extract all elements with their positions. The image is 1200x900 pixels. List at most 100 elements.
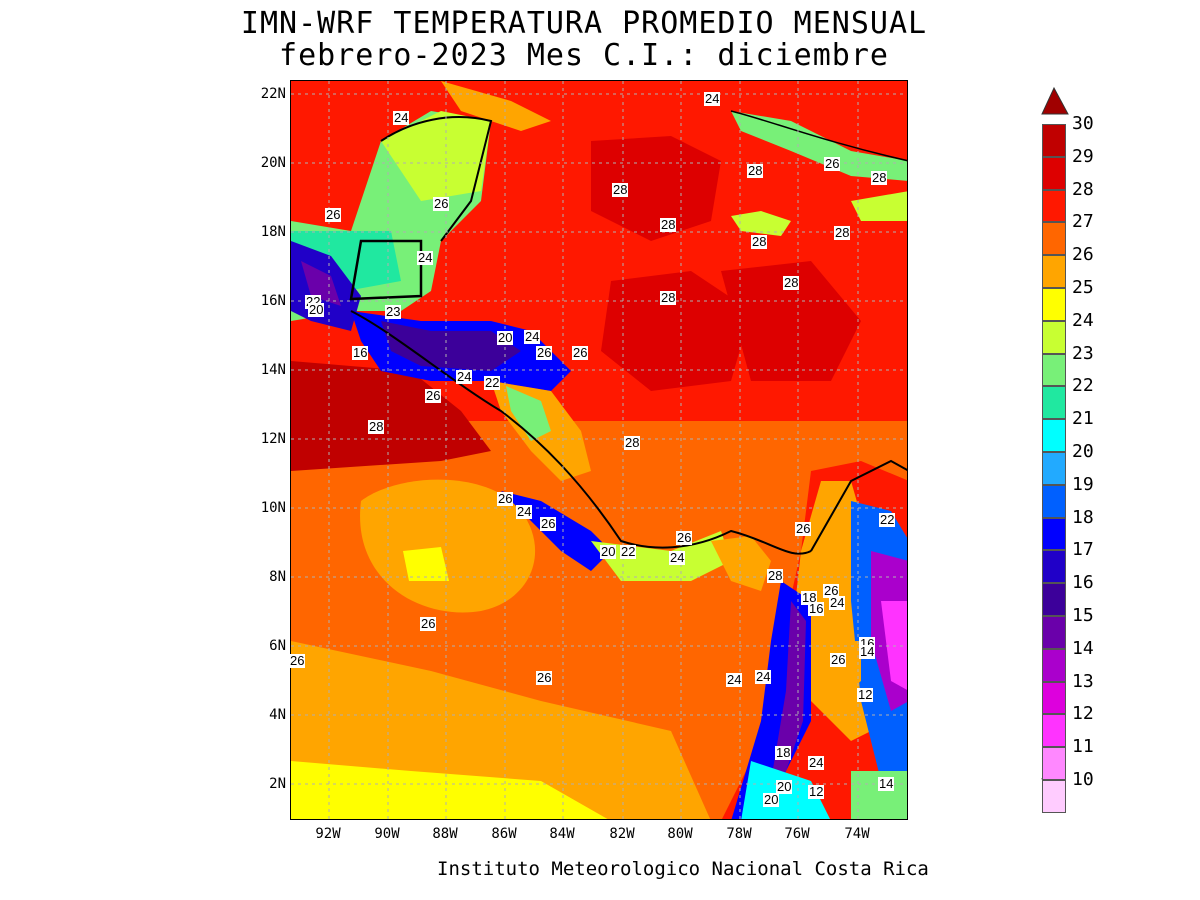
contour-label: 16: [352, 345, 369, 360]
lon-label: 82W: [609, 826, 635, 842]
contour-label: 26: [572, 345, 589, 360]
lat-label: 6N: [269, 638, 286, 654]
lon-label: 76W: [784, 826, 810, 842]
legend-color-box: [1042, 255, 1066, 288]
contour-label: 24: [704, 91, 721, 106]
contour-label: 12: [857, 687, 874, 702]
map-subtitle: febrero-2023 Mes C.I.: diciembre: [279, 38, 889, 73]
contour-label: 24: [393, 110, 410, 125]
legend-color-box: [1042, 386, 1066, 420]
contour-label: 20: [308, 302, 325, 317]
institution-credit: Instituto Meteorologico Nacional Costa R…: [437, 858, 929, 880]
contour-label: 26: [325, 207, 342, 222]
temperature-map: [290, 80, 908, 820]
contour-label: 24: [516, 504, 533, 519]
contour-label: 24: [726, 672, 743, 687]
legend-level-label: 29: [1072, 145, 1094, 167]
contour-label: 22: [484, 375, 501, 390]
contour-label: 28: [368, 419, 385, 434]
contour-label: 14: [859, 644, 876, 659]
contour-label: 22: [879, 512, 896, 527]
legend-level-label: 20: [1072, 441, 1094, 462]
lon-label: 86W: [491, 826, 517, 842]
legend-color-box: [1042, 288, 1066, 321]
contour-label: 24: [417, 250, 434, 265]
contour-label: 18: [801, 590, 818, 605]
contour-label: 28: [834, 225, 851, 240]
lat-label: 10N: [260, 500, 286, 516]
lon-label: 92W: [315, 826, 341, 842]
legend-level-label: 23: [1072, 342, 1094, 364]
legend-level-label: 18: [1072, 506, 1094, 528]
lat-label: 14N: [260, 362, 286, 378]
lat-label: 8N: [269, 569, 286, 585]
contour-label: 14: [878, 776, 895, 791]
contour-label: 24: [829, 595, 846, 610]
legend-color-box: [1042, 550, 1066, 584]
legend-color-box: [1042, 189, 1066, 223]
lat-label: 18N: [260, 224, 286, 240]
legend-level-label: 30: [1072, 113, 1094, 134]
contour-label: 24: [524, 329, 541, 344]
legend-color-box: [1042, 616, 1066, 649]
contour-label: 26: [824, 156, 841, 171]
legend-level-label: 15: [1072, 605, 1094, 626]
contour-label: 20: [763, 792, 780, 807]
contour-label: 26: [830, 652, 847, 667]
contour-label: 18: [775, 745, 792, 760]
legend-level-label: 10: [1072, 769, 1094, 790]
legend-arrow-top: [1041, 86, 1069, 115]
lat-label: 22N: [260, 86, 286, 102]
contour-label: 26: [497, 491, 514, 506]
contour-label: 26: [823, 583, 840, 598]
lon-label: 84W: [549, 826, 575, 842]
legend-color-box: [1042, 747, 1066, 780]
contour-label: 28: [783, 275, 800, 290]
contour-label: 22: [620, 544, 637, 559]
contour-label: 28: [747, 163, 764, 178]
contour-label: 28: [767, 568, 784, 583]
legend-level-label: 28: [1072, 178, 1094, 200]
legend-color-box: [1042, 648, 1066, 682]
contour-label: 26: [536, 670, 553, 685]
legend-level-label: 25: [1072, 277, 1094, 298]
lat-label: 20N: [260, 155, 286, 171]
contour-label: 24: [456, 369, 473, 384]
legend-color-box: [1042, 124, 1066, 157]
contour-label: 20: [600, 544, 617, 559]
contour-label: 28: [660, 290, 677, 305]
legend-color-box: [1042, 517, 1066, 551]
contour-label: 26: [433, 196, 450, 211]
legend-color-box: [1042, 780, 1066, 813]
lat-label: 4N: [269, 707, 286, 723]
legend-level-label: 26: [1072, 244, 1094, 266]
contour-label: 28: [612, 182, 629, 197]
contour-label: 28: [751, 234, 768, 249]
legend-color-box: [1042, 583, 1066, 616]
contour-label: 24: [669, 550, 686, 565]
lon-label: 80W: [667, 826, 693, 842]
contour-label: 16: [808, 601, 825, 616]
contour-label: 12: [808, 784, 825, 799]
lon-label: 88W: [432, 826, 458, 842]
legend-level-label: 11: [1072, 736, 1094, 758]
legend-color-box: [1042, 320, 1066, 354]
contour-label: 26: [795, 521, 812, 536]
contour-label: 28: [660, 217, 677, 232]
contour-label: 26: [420, 616, 437, 631]
contour-label: 28: [871, 170, 888, 185]
legend-level-label: 27: [1072, 211, 1094, 233]
legend-level-label: 21: [1072, 408, 1094, 430]
lat-label: 12N: [260, 431, 286, 447]
legend-color-box: [1042, 714, 1066, 748]
legend-color-box: [1042, 156, 1066, 190]
legend-level-label: 22: [1072, 375, 1094, 397]
contour-label: 20: [497, 330, 514, 345]
contour-label: 26: [536, 345, 553, 360]
lon-label: 78W: [726, 826, 752, 842]
legend-level-label: 13: [1072, 670, 1094, 692]
lon-label: 74W: [844, 826, 870, 842]
map-title: IMN-WRF TEMPERATURA PROMEDIO MENSUAL: [240, 6, 928, 41]
legend-level-label: 19: [1072, 473, 1094, 495]
legend-level-label: 17: [1072, 539, 1094, 561]
